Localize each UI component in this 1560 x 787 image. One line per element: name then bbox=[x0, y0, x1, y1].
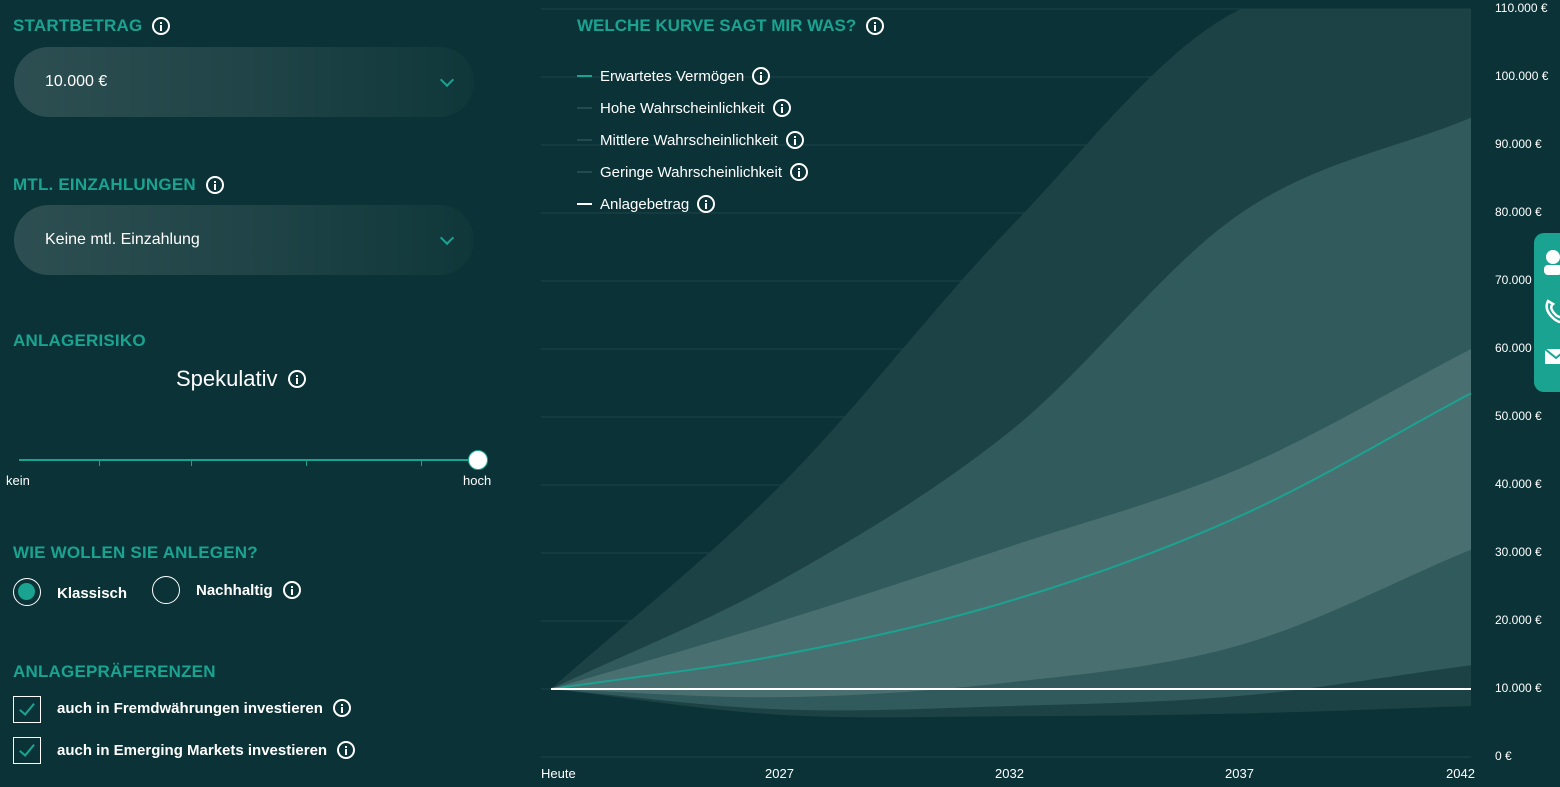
slider-min-label: kein bbox=[6, 473, 30, 488]
radio-klassisch-label: Klassisch bbox=[57, 585, 128, 602]
info-icon[interactable] bbox=[287, 370, 306, 388]
band-hohe-wahrscheinlichkeit bbox=[551, 349, 1471, 698]
checkbox-fremdwaehrungen[interactable] bbox=[13, 696, 41, 723]
pref-row-2: auch in Emerging Markets investieren bbox=[57, 741, 356, 759]
info-icon[interactable] bbox=[337, 741, 356, 759]
phone-icon bbox=[1545, 299, 1560, 324]
einzahlungen-select[interactable]: Keine mtl. Einzahlung bbox=[14, 205, 474, 275]
y-tick-label: 100.000 € bbox=[1495, 69, 1549, 83]
slider-tick bbox=[306, 461, 307, 466]
legend-label: Hohe Wahrscheinlichkeit bbox=[600, 99, 765, 117]
legend-item-erwartet: Erwartetes Vermögen bbox=[577, 67, 771, 85]
info-icon[interactable] bbox=[772, 99, 791, 117]
contact-side-tab[interactable] bbox=[1534, 233, 1560, 392]
x-tick-label: Heute bbox=[541, 766, 576, 781]
startbetrag-value: 10.000 € bbox=[45, 73, 108, 90]
risiko-title: ANLAGERISIKO bbox=[13, 331, 146, 351]
radio-klassisch[interactable] bbox=[13, 578, 41, 606]
startbetrag-title: STARTBETRAG bbox=[13, 16, 171, 36]
contact-icons bbox=[1544, 250, 1560, 364]
y-tick-label: 80.000 € bbox=[1495, 205, 1542, 219]
x-tick-label: 2027 bbox=[765, 766, 794, 781]
startbetrag-title-text: STARTBETRAG bbox=[13, 16, 143, 35]
legend-item-mittel: Mittlere Wahrscheinlichkeit bbox=[577, 131, 804, 149]
mail-icon-flap bbox=[1544, 348, 1560, 360]
info-icon[interactable] bbox=[866, 17, 885, 35]
risiko-title-text: ANLAGERISIKO bbox=[13, 331, 146, 350]
series-line-erwartetes-vermögen bbox=[550, 392, 1472, 690]
checkbox-fremdwaehrungen-label: auch in Fremdwährungen investieren bbox=[57, 699, 323, 717]
y-tick-label: 40.000 € bbox=[1495, 477, 1542, 491]
info-icon[interactable] bbox=[697, 195, 716, 213]
praeferenzen-title-text: ANLAGEPRÄFERENZEN bbox=[13, 662, 216, 681]
info-icon[interactable] bbox=[152, 17, 171, 35]
y-tick-label: 20.000 € bbox=[1495, 613, 1542, 627]
y-tick-label: 70.000 € bbox=[1495, 273, 1542, 287]
info-icon[interactable] bbox=[205, 176, 224, 194]
radio-nachhaltig-label: Nachhaltig bbox=[196, 581, 273, 599]
anlageart-title: WIE WOLLEN SIE ANLEGEN? bbox=[13, 543, 258, 563]
legend-title-text: WELCHE KURVE SAGT MIR WAS? bbox=[577, 16, 857, 35]
slider-tick bbox=[99, 461, 100, 466]
y-tick-label: 60.000 € bbox=[1495, 341, 1542, 355]
slider-max-label: hoch bbox=[463, 473, 492, 488]
legend-label: Anlagebetrag bbox=[600, 195, 690, 213]
einzahlungen-title: MTL. EINZAHLUNGEN bbox=[13, 175, 224, 195]
x-tick-label: 2037 bbox=[1225, 766, 1254, 781]
legend-swatch bbox=[577, 139, 592, 141]
info-icon[interactable] bbox=[785, 131, 804, 149]
legend-label: Erwartetes Vermögen bbox=[600, 67, 745, 85]
x-tick-label: 2042 bbox=[1446, 766, 1475, 781]
y-tick-label: 30.000 € bbox=[1495, 545, 1542, 559]
anlageart-title-text: WIE WOLLEN SIE ANLEGEN? bbox=[13, 543, 258, 562]
risiko-level: Spekulativ bbox=[176, 366, 306, 392]
y-tick-label: 50.000 € bbox=[1495, 409, 1542, 423]
legend-title: WELCHE KURVE SAGT MIR WAS? bbox=[577, 16, 885, 36]
y-tick-label: 10.000 € bbox=[1495, 681, 1542, 695]
einzahlungen-title-text: MTL. EINZAHLUNGEN bbox=[13, 175, 196, 194]
risiko-value: Spekulativ bbox=[176, 366, 278, 391]
startbetrag-select[interactable]: 10.000 € bbox=[14, 47, 474, 117]
y-tick-label: 90.000 € bbox=[1495, 137, 1542, 151]
legend-label: Geringe Wahrscheinlichkeit bbox=[600, 163, 783, 181]
pref-row-1: auch in Fremdwährungen investieren bbox=[57, 699, 351, 717]
person-icon bbox=[1546, 250, 1560, 264]
legend-swatch bbox=[577, 75, 592, 77]
praeferenzen-title: ANLAGEPRÄFERENZEN bbox=[13, 662, 216, 682]
legend-swatch bbox=[577, 203, 592, 205]
legend-item-gering: Geringe Wahrscheinlichkeit bbox=[577, 163, 809, 181]
legend-item-hoch: Hohe Wahrscheinlichkeit bbox=[577, 99, 791, 117]
y-tick-label: 110.000 € bbox=[1495, 1, 1548, 15]
checkbox-emerging-markets[interactable] bbox=[13, 737, 41, 764]
slider-tick bbox=[421, 461, 422, 466]
legend-swatch bbox=[577, 171, 592, 173]
risk-slider-track[interactable] bbox=[19, 459, 478, 461]
legend-item-anlagebetrag: Anlagebetrag bbox=[577, 195, 716, 213]
radio-nachhaltig-label-group: Nachhaltig bbox=[196, 581, 301, 599]
info-icon[interactable] bbox=[282, 581, 301, 599]
legend-swatch bbox=[577, 107, 592, 109]
legend-label: Mittlere Wahrscheinlichkeit bbox=[600, 131, 778, 149]
info-icon[interactable] bbox=[332, 699, 351, 717]
risk-slider-thumb[interactable] bbox=[468, 450, 488, 470]
einzahlungen-value: Keine mtl. Einzahlung bbox=[45, 231, 200, 248]
x-tick-label: 2032 bbox=[995, 766, 1024, 781]
y-tick-label: 0 € bbox=[1495, 749, 1512, 763]
person-icon-body bbox=[1544, 265, 1560, 275]
info-icon[interactable] bbox=[790, 163, 809, 181]
info-icon[interactable] bbox=[752, 67, 771, 85]
checkbox-emerging-markets-label: auch in Emerging Markets investieren bbox=[57, 741, 328, 759]
slider-tick bbox=[191, 461, 192, 466]
radio-nachhaltig[interactable] bbox=[152, 576, 180, 604]
